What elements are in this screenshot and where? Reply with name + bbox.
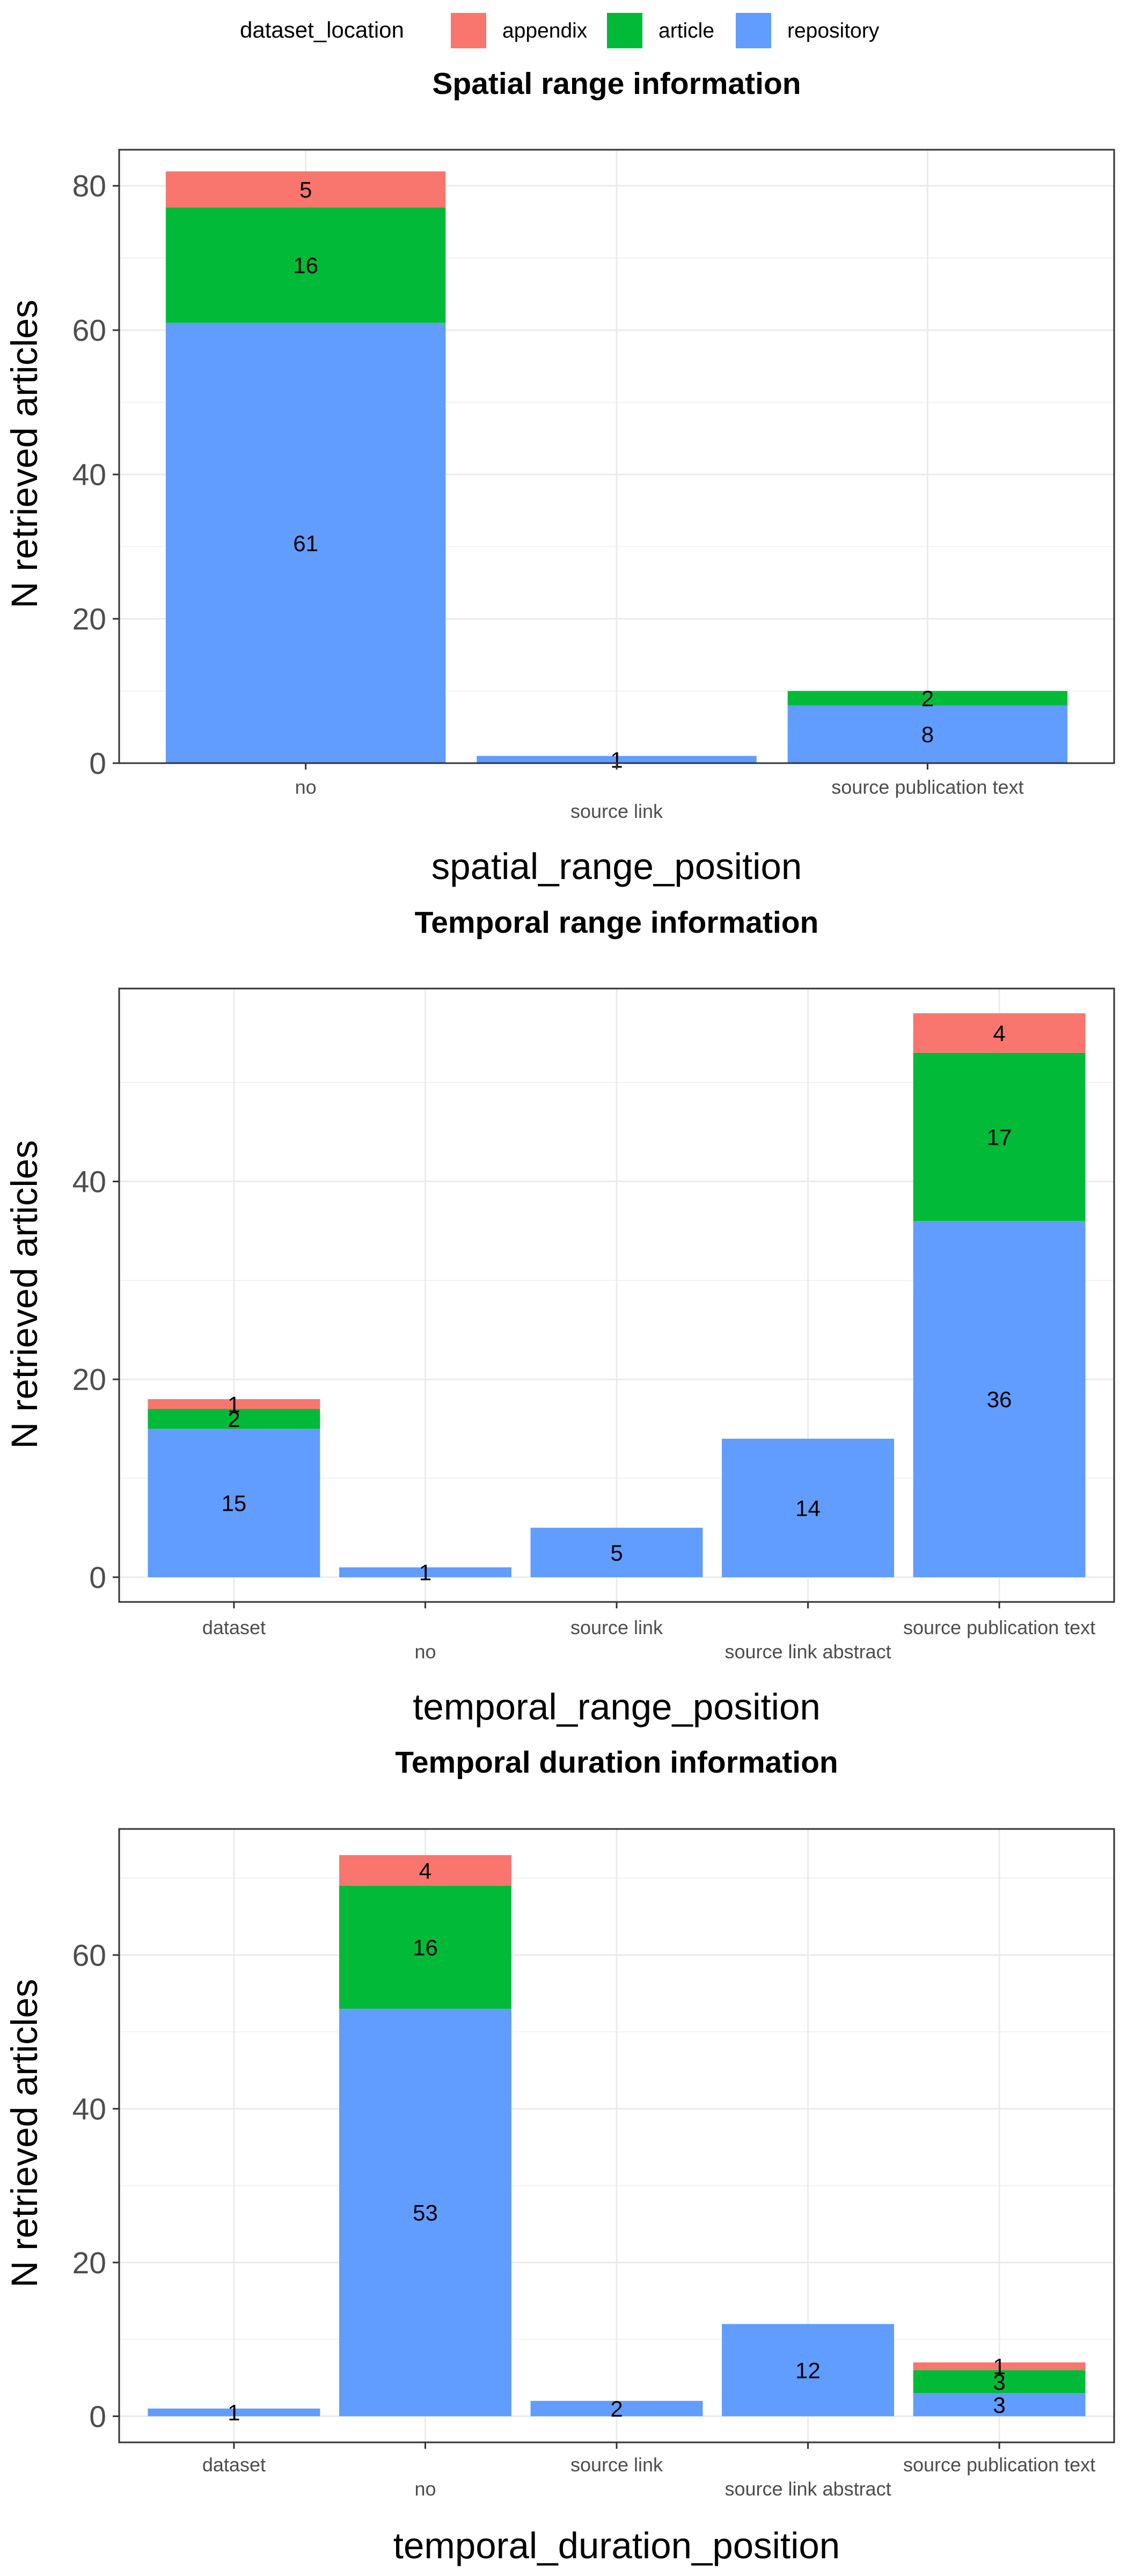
y-tick-label: 0 bbox=[89, 2399, 106, 2434]
bar-source-link-abstract-repository bbox=[722, 1438, 894, 1577]
legend-swatch-repository bbox=[736, 13, 771, 48]
data-label-no-repository: 1 bbox=[419, 1560, 431, 1585]
bar-no-repository bbox=[339, 2009, 511, 2417]
legend-swatch-article bbox=[607, 13, 642, 48]
y-axis-label: N retrieved articles bbox=[4, 299, 45, 608]
bar-no-article bbox=[339, 1885, 511, 2009]
bar-dataset-repository bbox=[148, 1429, 320, 1577]
panel-temporal-range: Temporal range information N retrieved a… bbox=[4, 905, 1115, 1728]
legend-swatch-appendix bbox=[451, 13, 486, 48]
data-label-no-repository: 61 bbox=[293, 531, 318, 556]
data-label-source-publication-text-repository: 8 bbox=[921, 722, 934, 747]
legend-title: dataset_location bbox=[240, 17, 404, 42]
y-tick-label: 20 bbox=[72, 602, 106, 636]
y-axis-label: N retrieved articles bbox=[4, 1979, 45, 2287]
legend-label-appendix: appendix bbox=[502, 19, 588, 42]
y-tick-label: 40 bbox=[72, 458, 106, 492]
data-label-source-link-repository: 2 bbox=[610, 2396, 623, 2421]
x-tick-label-no: no bbox=[414, 2478, 436, 2500]
y-tick-label: 80 bbox=[72, 169, 106, 203]
bar-source-publication-text-appendix bbox=[913, 1013, 1086, 1053]
y-tick-label: 60 bbox=[72, 313, 106, 348]
legend-label-article: article bbox=[658, 19, 714, 42]
data-label-dataset-repository: 15 bbox=[222, 1491, 247, 1516]
y-tick-label: 20 bbox=[72, 1363, 106, 1397]
y-tick-label: 20 bbox=[72, 2246, 106, 2280]
bar-no-article bbox=[165, 207, 446, 323]
y-tick-label: 40 bbox=[72, 1165, 106, 1199]
bar-source-publication-text-article bbox=[913, 1052, 1086, 1221]
data-label-source-publication-text-repository: 3 bbox=[993, 2392, 1005, 2418]
data-label-no-appendix: 5 bbox=[299, 177, 312, 202]
x-tick-label-source-publication-text: source publication text bbox=[903, 1616, 1095, 1638]
bar-source-link-abstract-repository bbox=[722, 2324, 894, 2417]
data-label-source-publication-text-article: 3 bbox=[993, 2369, 1005, 2395]
data-label-source-publication-text-article: 17 bbox=[987, 1125, 1012, 1150]
panel-title: Temporal duration information bbox=[395, 1745, 838, 1780]
panel-temporal-duration: Temporal duration information N retrieve… bbox=[4, 1745, 1115, 2566]
data-label-source-publication-text-appendix: 4 bbox=[993, 1021, 1005, 1046]
legend: dataset_location appendix article reposi… bbox=[240, 13, 880, 48]
x-tick-label-source-link: source link bbox=[570, 800, 663, 822]
x-tick-label-source-link: source link bbox=[570, 2454, 663, 2476]
y-axis-label: N retrieved articles bbox=[4, 1140, 45, 1448]
data-label-source-link-abstract-repository: 12 bbox=[795, 2358, 821, 2383]
bar-source-publication-text-article bbox=[787, 691, 1068, 706]
data-label-no-article: 16 bbox=[413, 1935, 438, 1960]
x-axis-label: temporal_range_position bbox=[413, 1686, 821, 1728]
data-label-dataset-article: 2 bbox=[228, 1407, 240, 1432]
bar-source-publication-text-appendix bbox=[913, 2362, 1086, 2370]
bar-dataset-repository bbox=[148, 2408, 320, 2417]
bar-no-appendix bbox=[165, 171, 446, 208]
data-label-no-article: 16 bbox=[293, 253, 318, 278]
x-tick-label-no: no bbox=[295, 776, 317, 798]
bar-source-publication-text-repository bbox=[787, 705, 1068, 763]
x-tick-label-source-link-abstract: source link abstract bbox=[724, 2478, 891, 2500]
bar-no-appendix bbox=[339, 1855, 511, 1886]
data-label-source-link-abstract-repository: 14 bbox=[795, 1496, 821, 1521]
data-label-dataset-appendix: 1 bbox=[228, 1392, 240, 1417]
data-label-no-appendix: 4 bbox=[419, 1858, 431, 1883]
x-tick-label-source-link-abstract: source link abstract bbox=[724, 1641, 891, 1663]
bar-source-link-repository bbox=[530, 1527, 703, 1577]
bar-source-link-repository bbox=[530, 2401, 703, 2417]
bar-source-publication-text-article bbox=[913, 2370, 1086, 2394]
panel-spatial-range: Spatial range information N retrieved ar… bbox=[4, 67, 1115, 887]
data-label-source-publication-text-appendix: 1 bbox=[993, 2354, 1005, 2379]
y-tick-label: 0 bbox=[89, 1561, 106, 1595]
bar-dataset-article bbox=[148, 1409, 320, 1429]
data-label-dataset-repository: 1 bbox=[228, 2400, 240, 2425]
x-axis-label: temporal_duration_position bbox=[393, 2525, 840, 2566]
bar-source-link-repository bbox=[477, 756, 757, 763]
x-tick-label-no: no bbox=[414, 1641, 436, 1663]
x-tick-label-dataset: dataset bbox=[202, 1616, 266, 1638]
legend-label-repository: repository bbox=[787, 19, 880, 42]
panel-title: Temporal range information bbox=[415, 905, 819, 940]
x-tick-label-source-publication-text: source publication text bbox=[903, 2454, 1095, 2476]
data-label-source-link-repository: 1 bbox=[610, 747, 623, 772]
y-tick-label: 40 bbox=[72, 2092, 106, 2126]
x-tick-label-source-link: source link bbox=[570, 1616, 663, 1638]
y-tick-label: 60 bbox=[72, 1938, 106, 1973]
data-label-source-publication-text-repository: 36 bbox=[987, 1387, 1012, 1412]
bar-dataset-appendix bbox=[148, 1399, 320, 1409]
bar-no-repository bbox=[339, 1567, 511, 1577]
y-tick-label: 0 bbox=[89, 747, 106, 781]
bar-source-publication-text-repository bbox=[913, 1221, 1086, 1577]
data-label-no-repository: 53 bbox=[413, 2200, 438, 2226]
data-label-source-publication-text-article: 2 bbox=[921, 686, 934, 711]
x-tick-label-source-publication-text: source publication text bbox=[831, 776, 1023, 798]
panel-title: Spatial range information bbox=[432, 67, 801, 101]
x-axis-label: spatial_range_position bbox=[431, 846, 802, 887]
bar-source-publication-text-repository bbox=[913, 2393, 1086, 2417]
bar-no-repository bbox=[165, 323, 446, 763]
x-tick-label-dataset: dataset bbox=[202, 2454, 266, 2476]
data-label-source-link-repository: 5 bbox=[610, 1540, 623, 1565]
